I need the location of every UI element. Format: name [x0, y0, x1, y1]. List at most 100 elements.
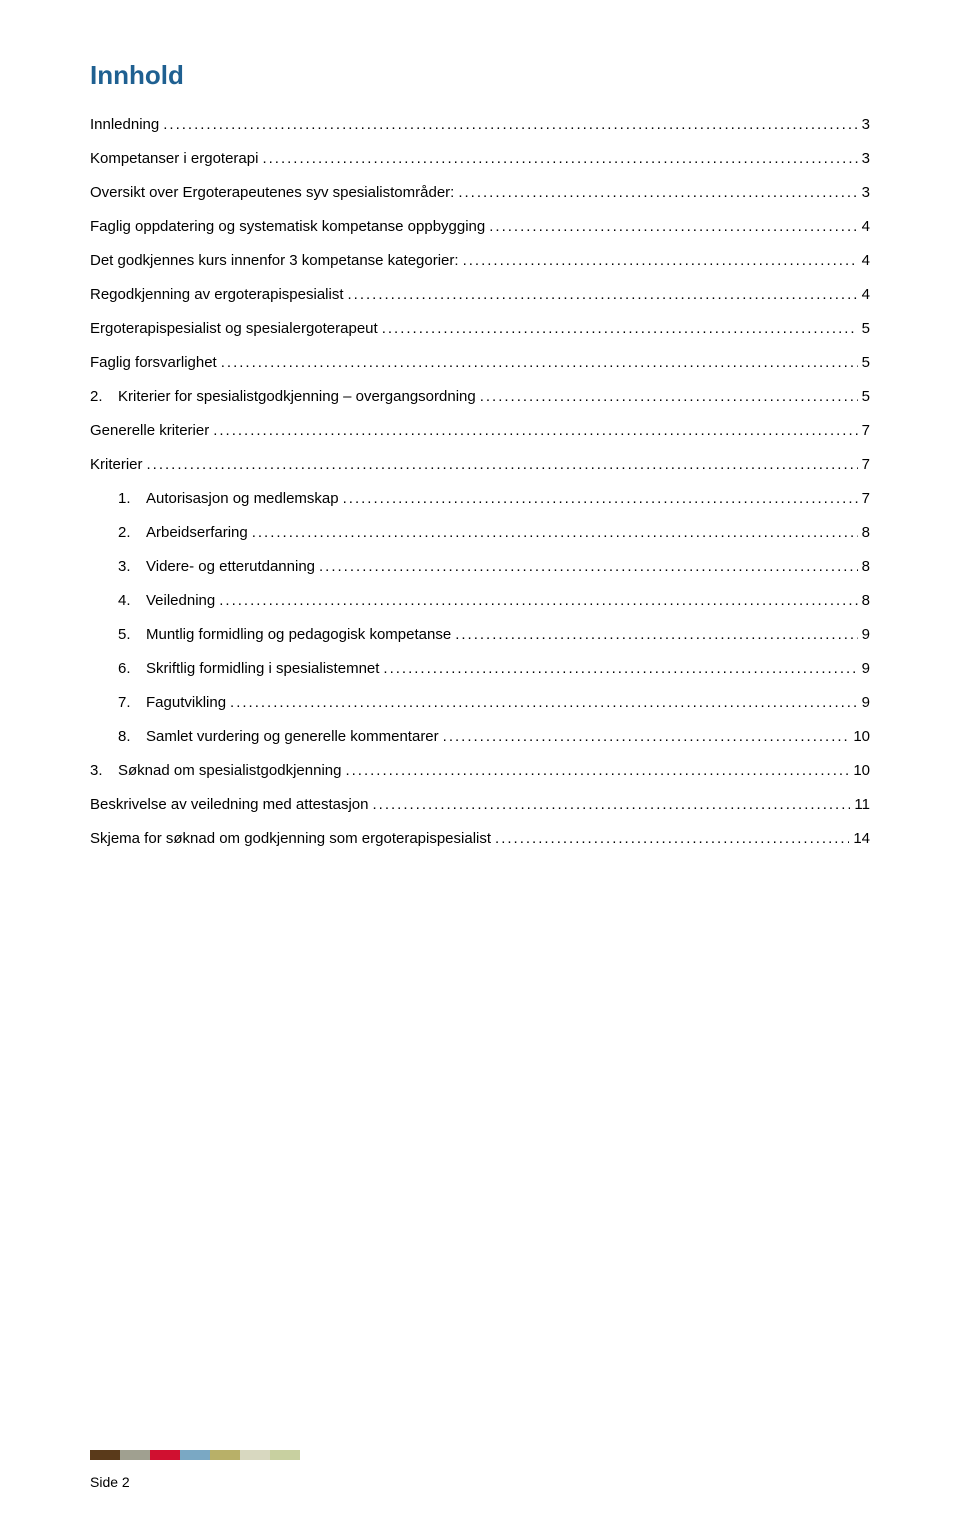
toc-entry-text: Arbeidserfaring — [146, 524, 248, 541]
toc-entry[interactable]: Innledning3 — [90, 113, 870, 137]
toc-entry[interactable]: 6.Skriftlig formidling i spesialistemnet… — [90, 657, 870, 681]
toc-leader-dots — [383, 657, 857, 681]
toc-entry-text: Fagutvikling — [146, 694, 226, 711]
toc-entry-number: 8. — [118, 725, 146, 749]
strip-segment — [90, 1450, 120, 1460]
toc-leader-dots — [319, 555, 858, 579]
toc-entry[interactable]: Faglig oppdatering og systematisk kompet… — [90, 215, 870, 239]
toc-leader-dots — [372, 793, 850, 817]
toc-leader-dots — [480, 385, 858, 409]
strip-segment — [180, 1450, 210, 1460]
strip-segment — [240, 1450, 270, 1460]
toc-entry[interactable]: 8.Samlet vurdering og generelle kommenta… — [90, 725, 870, 749]
page-footer: Side 2 — [90, 1450, 300, 1490]
toc-entry[interactable]: Regodkjenning av ergoterapispesialist4 — [90, 283, 870, 307]
toc-entry-page: 14 — [853, 827, 870, 851]
toc-entry-page: 11 — [854, 793, 870, 817]
toc-entry-text: Faglig oppdatering og systematisk kompet… — [90, 218, 485, 235]
toc-entry-text: Ergoterapispesialist og spesialergoterap… — [90, 320, 378, 337]
strip-segment — [120, 1450, 150, 1460]
toc-entry-text: Regodkjenning av ergoterapispesialist — [90, 286, 344, 303]
toc-entry-label: 4.Veiledning — [118, 589, 215, 613]
toc-entry-page: 7 — [862, 487, 870, 511]
toc-entry-text: Faglig forsvarlighet — [90, 354, 217, 371]
toc-entry-text: Videre- og etterutdanning — [146, 558, 315, 575]
toc-entry-page: 7 — [862, 419, 870, 443]
toc-entry-page: 10 — [853, 725, 870, 749]
toc-entry-number: 7. — [118, 691, 146, 715]
toc-entry-label: Faglig forsvarlighet — [90, 351, 217, 375]
toc-entry-page: 5 — [862, 317, 870, 341]
toc-entry-page: 4 — [862, 215, 870, 239]
toc-leader-dots — [455, 623, 857, 647]
toc-entry-number: 4. — [118, 589, 146, 613]
toc-entry-number: 2. — [90, 385, 118, 409]
toc-entry[interactable]: 2.Kriterier for spesialistgodkjenning – … — [90, 385, 870, 409]
toc-entry[interactable]: Beskrivelse av veiledning med attestasjo… — [90, 793, 870, 817]
toc-entry-text: Skjema for søknad om godkjenning som erg… — [90, 830, 491, 847]
toc-entry-number: 3. — [90, 759, 118, 783]
toc-entry-number: 6. — [118, 657, 146, 681]
toc-entry[interactable]: Generelle kriterier 7 — [90, 419, 870, 443]
toc-leader-dots — [495, 827, 849, 851]
toc-leader-dots — [213, 419, 857, 443]
toc-entry-label: Regodkjenning av ergoterapispesialist — [90, 283, 344, 307]
toc-entry-text: Kriterier — [90, 456, 143, 473]
toc-entry-text: Kompetanser i ergoterapi — [90, 150, 258, 167]
toc-entry-label: Generelle kriterier — [90, 419, 209, 443]
strip-segment — [210, 1450, 240, 1460]
toc-title: Innhold — [90, 60, 870, 91]
toc-entry[interactable]: Skjema for søknad om godkjenning som erg… — [90, 827, 870, 851]
toc-entry-number: 1. — [118, 487, 146, 511]
toc-entry[interactable]: 1.Autorisasjon og medlemskap7 — [90, 487, 870, 511]
toc-entry-text: Det godkjennes kurs innenfor 3 kompetans… — [90, 252, 459, 269]
table-of-contents: Innledning3 Kompetanser i ergoterapi 3 Over… — [90, 113, 870, 851]
toc-entry-page: 10 — [853, 759, 870, 783]
toc-leader-dots — [382, 317, 858, 341]
toc-leader-dots — [348, 283, 858, 307]
toc-entry-number: 5. — [118, 623, 146, 647]
toc-entry-label: 6.Skriftlig formidling i spesialistemnet — [118, 657, 379, 681]
toc-entry-label: Faglig oppdatering og systematisk kompet… — [90, 215, 485, 239]
toc-entry-text: Samlet vurdering og generelle kommentare… — [146, 728, 439, 745]
toc-entry-text: Generelle kriterier — [90, 422, 209, 439]
toc-entry-page: 3 — [862, 113, 870, 137]
toc-entry[interactable]: 2.Arbeidserfaring8 — [90, 521, 870, 545]
toc-entry-page: 5 — [862, 385, 870, 409]
toc-entry[interactable]: 4.Veiledning8 — [90, 589, 870, 613]
toc-entry-page: 4 — [862, 249, 870, 273]
toc-entry-label: 2.Arbeidserfaring — [118, 521, 248, 545]
toc-entry[interactable]: 3.Videre- og etterutdanning 8 — [90, 555, 870, 579]
toc-leader-dots — [163, 113, 857, 137]
toc-entry-page: 8 — [862, 555, 870, 579]
toc-entry-text: Muntlig formidling og pedagogisk kompeta… — [146, 626, 451, 643]
toc-entry-label: Kompetanser i ergoterapi — [90, 147, 258, 171]
toc-entry-page: 9 — [862, 691, 870, 715]
toc-entry[interactable]: 7.Fagutvikling 9 — [90, 691, 870, 715]
toc-entry[interactable]: Oversikt over Ergoterapeutenes syv spesi… — [90, 181, 870, 205]
toc-entry[interactable]: Det godkjennes kurs innenfor 3 kompetans… — [90, 249, 870, 273]
strip-segment — [270, 1450, 300, 1460]
toc-entry-label: Det godkjennes kurs innenfor 3 kompetans… — [90, 249, 459, 273]
toc-entry-text: Oversikt over Ergoterapeutenes syv spesi… — [90, 184, 454, 201]
toc-leader-dots — [443, 725, 850, 749]
toc-entry-label: Beskrivelse av veiledning med attestasjo… — [90, 793, 368, 817]
toc-leader-dots — [262, 147, 857, 171]
toc-entry[interactable]: Ergoterapispesialist og spesialergoterap… — [90, 317, 870, 341]
toc-entry[interactable]: 3.Søknad om spesialistgodkjenning10 — [90, 759, 870, 783]
toc-entry-text: Beskrivelse av veiledning med attestasjo… — [90, 796, 368, 813]
toc-entry-label: Oversikt over Ergoterapeutenes syv spesi… — [90, 181, 454, 205]
toc-leader-dots — [489, 215, 857, 239]
toc-entry-label: 7.Fagutvikling — [118, 691, 226, 715]
toc-leader-dots — [221, 351, 858, 375]
toc-entry[interactable]: Kriterier7 — [90, 453, 870, 477]
toc-entry[interactable]: 5.Muntlig formidling og pedagogisk kompe… — [90, 623, 870, 647]
toc-entry-text: Veiledning — [146, 592, 215, 609]
toc-leader-dots — [463, 249, 858, 273]
toc-leader-dots — [147, 453, 858, 477]
toc-entry[interactable]: Kompetanser i ergoterapi 3 — [90, 147, 870, 171]
toc-entry-label: Ergoterapispesialist og spesialergoterap… — [90, 317, 378, 341]
toc-entry[interactable]: Faglig forsvarlighet5 — [90, 351, 870, 375]
toc-entry-label: 3.Videre- og etterutdanning — [118, 555, 315, 579]
toc-entry-page: 3 — [862, 147, 870, 171]
